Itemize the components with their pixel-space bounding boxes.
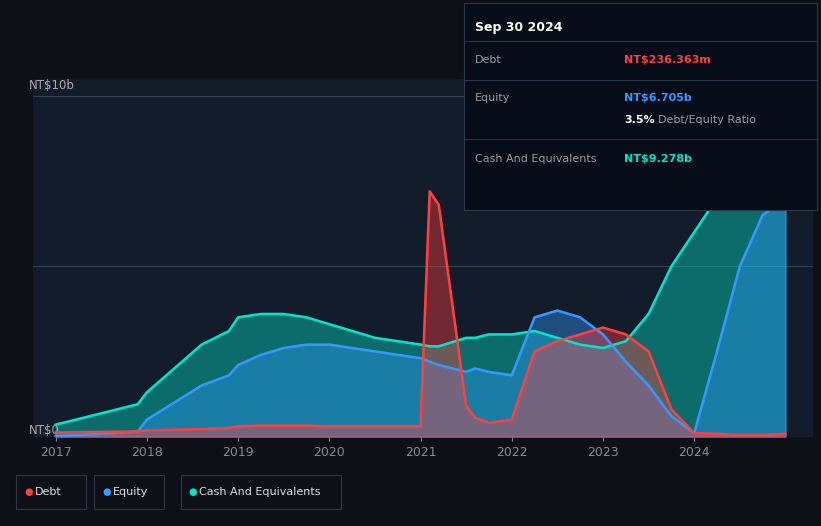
Text: ●: ●	[25, 487, 33, 497]
Text: Cash And Equivalents: Cash And Equivalents	[199, 487, 320, 497]
Text: Sep 30 2024: Sep 30 2024	[475, 22, 562, 34]
Text: NT$9.278b: NT$9.278b	[624, 154, 692, 164]
Text: Equity: Equity	[475, 93, 510, 104]
Text: NT$0: NT$0	[29, 423, 60, 437]
Text: 3.5%: 3.5%	[624, 115, 654, 126]
Text: Cash And Equivalents: Cash And Equivalents	[475, 154, 596, 164]
Text: NT$10b: NT$10b	[29, 79, 75, 92]
Text: Debt: Debt	[475, 55, 502, 66]
Text: ●: ●	[189, 487, 197, 497]
Text: NT$6.705b: NT$6.705b	[624, 93, 692, 104]
Text: NT$236.363m: NT$236.363m	[624, 55, 711, 66]
Text: ●: ●	[103, 487, 111, 497]
Text: Equity: Equity	[112, 487, 148, 497]
Text: Debt: Debt	[34, 487, 62, 497]
Text: Debt/Equity Ratio: Debt/Equity Ratio	[658, 115, 756, 126]
